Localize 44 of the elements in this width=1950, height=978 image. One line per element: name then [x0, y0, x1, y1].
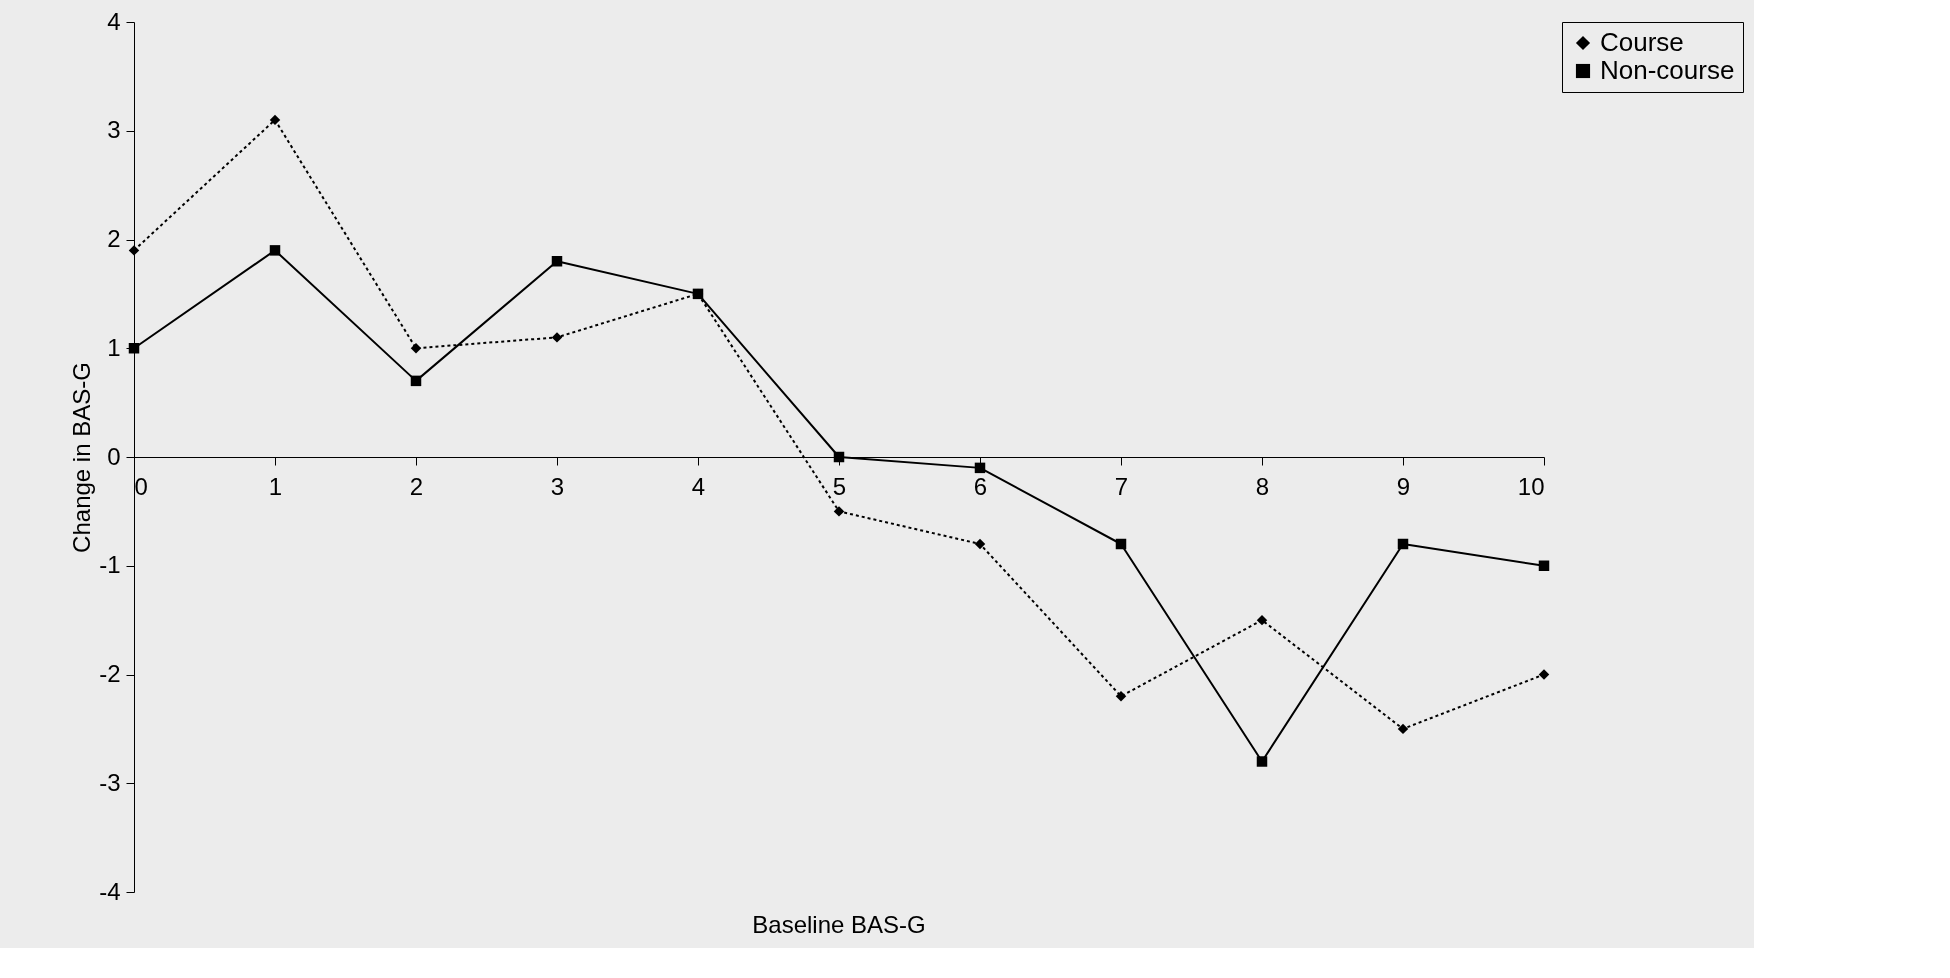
point	[269, 245, 281, 256]
point	[410, 343, 422, 354]
point	[692, 288, 704, 300]
y-tick-label: 3	[107, 116, 121, 144]
y-tick-label: 1	[107, 333, 121, 361]
point	[1115, 691, 1127, 702]
x-tick-label: 10	[1517, 472, 1545, 500]
point	[1538, 560, 1550, 571]
y-axis-title: Change in BAS-G	[68, 362, 96, 553]
point	[410, 375, 422, 387]
x-tick-label: 0	[134, 472, 148, 500]
point	[551, 332, 563, 343]
x-tick-label: 1	[268, 472, 283, 500]
y-tick-label: -2	[99, 660, 121, 687]
x-axis-title: Baseline BAS-G	[752, 911, 926, 938]
point	[833, 451, 845, 463]
point	[1256, 756, 1268, 767]
x-tick-label: 7	[1114, 472, 1129, 500]
x-tick-label: 3	[550, 472, 565, 500]
x-tick-label: 5	[832, 472, 847, 500]
point	[833, 506, 845, 517]
y-tick-label: -4	[99, 877, 121, 905]
point	[269, 114, 281, 126]
x-tick-label: 9	[1396, 472, 1411, 500]
point	[974, 462, 986, 474]
point	[128, 245, 140, 256]
point	[551, 256, 563, 267]
y-tick-label: 2	[107, 225, 121, 252]
y-tick-label: 4	[107, 7, 121, 35]
y-tick-label: 0	[107, 442, 121, 470]
y-tick-label: -1	[99, 551, 121, 579]
legend-label: Non-course	[1600, 55, 1735, 85]
point	[1397, 538, 1409, 550]
point	[1397, 723, 1409, 735]
y-tick-label: -3	[99, 768, 121, 796]
point	[974, 538, 986, 550]
x-tick-label: 8	[1255, 472, 1270, 500]
point	[1256, 614, 1268, 626]
point	[1538, 669, 1550, 680]
legend-label: Course	[1600, 27, 1684, 57]
x-tick-label: 4	[691, 472, 706, 500]
point	[1115, 538, 1127, 550]
x-tick-label: 2	[409, 472, 424, 500]
x-tick-label: 6	[973, 472, 988, 500]
